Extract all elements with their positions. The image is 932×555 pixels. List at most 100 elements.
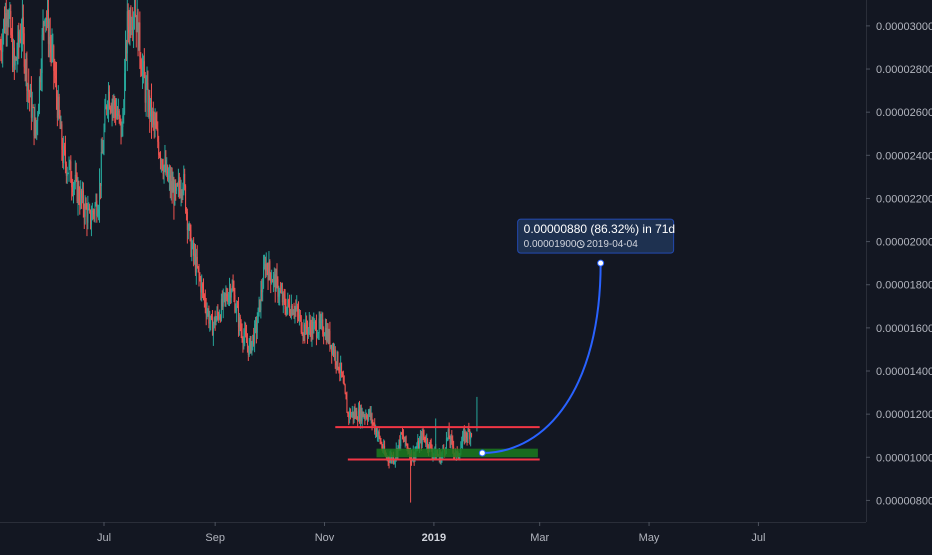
candle-body	[147, 82, 149, 112]
candle-body	[255, 322, 257, 333]
candle-body	[387, 456, 389, 460]
candle-body	[207, 311, 209, 313]
candle-body	[256, 322, 258, 333]
candle-body	[160, 159, 162, 162]
price-tick-label: 0.00002200	[876, 193, 932, 205]
candle-body	[419, 436, 421, 441]
candle-body	[23, 33, 25, 67]
candle-body	[381, 443, 383, 449]
price-tick-label: 0.00001400	[876, 366, 932, 378]
candle-body	[33, 107, 35, 136]
candle-body	[276, 274, 278, 280]
candle-body	[241, 331, 243, 340]
candle-body	[0, 47, 1, 49]
candle-body	[426, 439, 428, 445]
candle-body	[201, 283, 203, 293]
callout-target-date: 2019-04-04	[587, 239, 639, 250]
candle-body	[308, 322, 310, 329]
candle-body	[79, 200, 81, 206]
candle-body	[285, 309, 287, 314]
candle-body	[149, 95, 151, 117]
candle-body	[27, 84, 29, 91]
candle-body	[96, 200, 98, 216]
candle-body	[240, 328, 242, 332]
candle-body	[262, 287, 264, 293]
candle-body	[346, 399, 348, 413]
candle-body	[326, 329, 328, 342]
candle-body	[316, 336, 318, 338]
candle-body	[210, 315, 212, 322]
candle-body	[392, 456, 394, 461]
candle-body	[38, 77, 40, 107]
candle-body	[254, 324, 256, 345]
candle-body	[215, 319, 217, 325]
candle-body	[29, 92, 31, 97]
projection-start-point[interactable]	[478, 449, 486, 457]
candle-body	[351, 411, 353, 415]
candle-body	[243, 336, 245, 344]
candle-body	[212, 324, 214, 336]
candle-body	[345, 392, 347, 400]
candle-body	[286, 306, 288, 314]
candle-body	[133, 16, 135, 29]
candle-body	[333, 349, 335, 355]
candle-body	[73, 183, 75, 186]
candle-body	[336, 352, 338, 365]
candle-body	[88, 208, 90, 210]
candle-body	[9, 11, 11, 15]
candle-body	[341, 373, 343, 377]
support-zone-rectangle[interactable]	[376, 448, 538, 458]
candle-body	[288, 299, 290, 305]
candle-body	[114, 100, 116, 109]
candle-body	[190, 230, 192, 256]
drawing-layer[interactable]	[335, 259, 605, 461]
candle-body	[129, 14, 131, 33]
candle-body	[127, 11, 129, 27]
candle-body	[350, 414, 352, 417]
candle-body	[372, 422, 374, 424]
candle-body	[406, 444, 408, 447]
projection-end-point[interactable]	[597, 259, 605, 267]
candle-body	[176, 184, 178, 191]
candle-body	[50, 44, 52, 53]
candle-body	[119, 115, 121, 119]
candle-body	[233, 290, 235, 295]
projection-curve[interactable]	[482, 263, 602, 454]
candle-body	[69, 161, 71, 164]
candle-body	[264, 264, 266, 272]
time-axis[interactable]: Jul Sep Nov 2019 Mar May Jul	[97, 522, 765, 544]
candle-body	[283, 293, 285, 299]
candle-body	[231, 285, 233, 291]
candle-body	[54, 71, 56, 76]
candle-body	[238, 317, 240, 328]
candle-body	[245, 330, 247, 336]
candle-body	[358, 408, 360, 422]
candle-body	[0, 47, 2, 52]
candle-body	[198, 268, 200, 276]
price-axis[interactable]: 0.00000800 0.00001000 0.00001200 0.00001400…	[0, 0, 932, 523]
candle-body	[120, 118, 122, 137]
candle-body	[134, 14, 136, 16]
candle-body	[232, 285, 234, 291]
candle-body	[228, 288, 230, 295]
candle-body	[194, 253, 196, 273]
candle-body	[321, 319, 323, 321]
candle-body	[324, 327, 326, 336]
candle-body	[300, 316, 302, 332]
candle-body	[89, 208, 91, 211]
candle-body	[404, 436, 406, 442]
candle-body	[173, 186, 175, 205]
candle-body	[153, 116, 155, 125]
candle-body	[81, 190, 83, 199]
candle-body	[277, 279, 279, 297]
candle-body	[175, 183, 177, 191]
candle-body	[113, 100, 115, 105]
price-tick-label: 0.00001000	[876, 452, 932, 464]
candle-body	[143, 61, 145, 78]
candle-body	[174, 183, 176, 205]
candle-body	[354, 411, 356, 417]
candle-body	[298, 315, 300, 318]
candle-body	[252, 334, 254, 342]
